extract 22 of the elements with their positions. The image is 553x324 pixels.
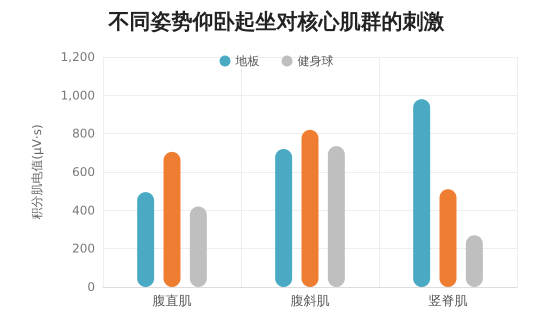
y-axis-title: 积分肌电值(μV·s) — [30, 124, 44, 220]
legend-label: 健身球 — [298, 54, 334, 68]
bar — [328, 146, 345, 287]
bar — [190, 206, 207, 287]
legend-label: 地板 — [234, 54, 260, 68]
y-tick-label: 0 — [87, 280, 95, 294]
y-tick-label: 200 — [72, 242, 95, 256]
bar — [275, 149, 292, 287]
y-tick-label: 1,200 — [60, 50, 95, 64]
bar — [137, 192, 154, 287]
y-tick-label: 1,000 — [60, 88, 95, 102]
chart-title: 不同姿势仰卧起坐对核心肌群的刺激 — [108, 10, 446, 34]
x-tick-label: 腹直肌 — [152, 294, 192, 309]
bar — [164, 152, 180, 287]
y-tick-label: 400 — [72, 203, 95, 218]
bar — [302, 130, 318, 287]
y-tick-label: 600 — [72, 165, 95, 179]
y-tick-label: 800 — [72, 126, 95, 141]
bar — [440, 189, 456, 287]
bar — [413, 99, 430, 287]
x-tick-label: 竖脊肌 — [428, 294, 468, 309]
x-tick-label: 腹斜肌 — [290, 294, 330, 309]
